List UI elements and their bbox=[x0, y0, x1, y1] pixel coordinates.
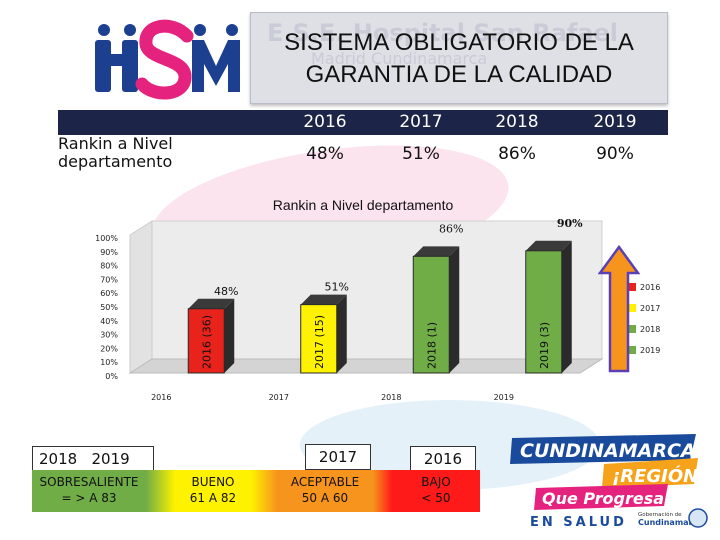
x-tick-label: 2019 bbox=[494, 393, 514, 402]
page-title-line-1: SISTEMA OBLIGATORIO DE LA bbox=[284, 29, 634, 56]
legend-swatch bbox=[628, 283, 636, 291]
table-value: 48% bbox=[306, 144, 344, 164]
page-title-line-2: GARANTIA DE LA CALIDAD bbox=[305, 61, 613, 88]
classification-range: = > A 83 bbox=[61, 491, 117, 505]
classification-range: < 50 bbox=[421, 491, 451, 505]
legend-swatch bbox=[628, 346, 636, 354]
classification-label: SOBRESALIENTE bbox=[39, 475, 139, 489]
table-year: 2016 bbox=[303, 112, 347, 132]
chart-plot-area bbox=[128, 220, 604, 374]
title-watermark-subtitle: Madrid Cundinamarca bbox=[311, 49, 488, 68]
classification-label: BUENO bbox=[191, 475, 235, 489]
table-year: 2018 bbox=[495, 112, 539, 132]
bar bbox=[187, 308, 225, 374]
bar-top bbox=[413, 246, 460, 257]
classification-band-background bbox=[373, 470, 392, 512]
tab-2017: 2017 bbox=[305, 444, 371, 470]
table-header-bar bbox=[58, 110, 668, 135]
legend-label: 2019 bbox=[640, 346, 660, 355]
bar-label: 2019 (3) bbox=[538, 322, 551, 369]
ranking-bar-chart: Rankin a Nivel departamento 100% 90% 80% 70… bbox=[95, 197, 660, 402]
banner-line-5: Gobernación de bbox=[638, 511, 682, 518]
bar-label: 2016 (36) bbox=[200, 315, 213, 369]
value-label: 90% bbox=[557, 217, 583, 230]
x-tick-label: 2017 bbox=[269, 393, 289, 402]
banner-line-1: CUNDINAMARCA bbox=[520, 440, 696, 462]
bar-side bbox=[561, 240, 572, 373]
classification-box: BUENO 61 A 82 bbox=[175, 470, 251, 512]
bar bbox=[300, 304, 338, 374]
banner-line-3: Que Progresa! bbox=[542, 489, 671, 508]
x-tick-label: 2016 bbox=[151, 393, 171, 402]
table-value: 51% bbox=[402, 144, 440, 164]
legend-label: 2016 bbox=[640, 283, 660, 292]
table-year: 2017 bbox=[399, 112, 443, 132]
y-tick-label: 80% bbox=[100, 262, 118, 271]
y-tick-label: 40% bbox=[100, 317, 118, 326]
page-title: SISTEMA OBLIGATORIO DE LA GARANTIA DE LA… bbox=[251, 27, 667, 91]
banner-line-4: EN SALUD bbox=[530, 515, 627, 530]
table-value: 90% bbox=[596, 144, 634, 164]
y-tick-label: 70% bbox=[100, 275, 118, 284]
bar-side bbox=[449, 246, 460, 373]
classification-label: BAJO bbox=[421, 475, 451, 489]
title-watermark: E.S.E. Hospital San Rafael bbox=[267, 19, 619, 47]
y-tick-label: 60% bbox=[100, 289, 118, 298]
bar-top bbox=[300, 294, 347, 305]
y-tick-label: 20% bbox=[100, 344, 118, 353]
banner-line-2: ¡REGIÓN bbox=[612, 465, 698, 487]
classification-box: SOBRESALIENTE = > A 83 bbox=[32, 470, 146, 512]
y-tick-label: 90% bbox=[100, 248, 118, 257]
chart-side-wall bbox=[129, 220, 153, 374]
classification-range: 50 A 60 bbox=[301, 491, 349, 505]
classification-range: 61 A 82 bbox=[189, 491, 237, 505]
x-axis-ticks: 2016 2017 2018 2019 bbox=[151, 393, 514, 402]
classification-band-background bbox=[146, 470, 175, 512]
legend-swatch bbox=[628, 325, 636, 333]
value-label: 48% bbox=[214, 285, 238, 298]
cundinamarca-banner: CUNDINAMARCA ¡REGIÓN Que Progresa! EN SA… bbox=[510, 434, 708, 530]
bar-top bbox=[525, 240, 572, 251]
table-row-label: Rankin a Nivel departamento bbox=[58, 134, 173, 171]
table-value: 86% bbox=[498, 144, 536, 164]
classification-band-background bbox=[251, 470, 277, 512]
legend-label: 2018 bbox=[640, 325, 660, 334]
bar-label: 2017 (15) bbox=[313, 315, 326, 369]
hsm-logo bbox=[95, 19, 240, 100]
tab-2016: 2016 bbox=[410, 446, 476, 472]
bar-top bbox=[188, 298, 235, 309]
banner-line-6: Cundinamarca bbox=[638, 518, 703, 527]
tab-2018-2019: 2018 2019 bbox=[32, 446, 154, 472]
y-tick-label: 30% bbox=[100, 331, 118, 340]
value-label: 86% bbox=[439, 222, 463, 235]
bar-side bbox=[336, 294, 347, 373]
chart-title: Rankin a Nivel departamento bbox=[273, 197, 454, 213]
x-tick-label: 2018 bbox=[381, 393, 401, 402]
bar-side bbox=[224, 298, 235, 373]
classification-box: ACEPTABLE 50 A 60 bbox=[277, 470, 373, 512]
up-arrow-icon bbox=[598, 245, 640, 373]
table-year: 2019 bbox=[593, 112, 637, 132]
chart-legend: 2016 2017 2018 2019 bbox=[628, 283, 660, 355]
value-label: 51% bbox=[325, 281, 349, 294]
legend-swatch bbox=[628, 304, 636, 312]
bar bbox=[525, 250, 563, 374]
coat-of-arms-icon bbox=[688, 508, 708, 528]
title-panel: E.S.E. Hospital San Rafael Madrid Cundin… bbox=[250, 12, 668, 104]
bar bbox=[412, 255, 450, 374]
y-tick-label: 100% bbox=[95, 234, 118, 243]
classification-box: BAJO < 50 bbox=[392, 470, 480, 512]
classification-label: ACEPTABLE bbox=[290, 475, 360, 489]
y-tick-label: 50% bbox=[100, 303, 118, 312]
bar-label: 2018 (1) bbox=[425, 322, 438, 369]
y-tick-label: 0% bbox=[105, 372, 118, 381]
chart-bars: 2016 (36) 48% 2017 (15) 51% 2018 (1) 86% 2019 … bbox=[187, 217, 583, 374]
y-tick-label: 10% bbox=[100, 358, 118, 367]
y-axis-ticks: 100% 90% 80% 70% 60% 50% 40% 30% 20% 10% 0% bbox=[95, 234, 118, 381]
legend-label: 2017 bbox=[640, 304, 660, 313]
